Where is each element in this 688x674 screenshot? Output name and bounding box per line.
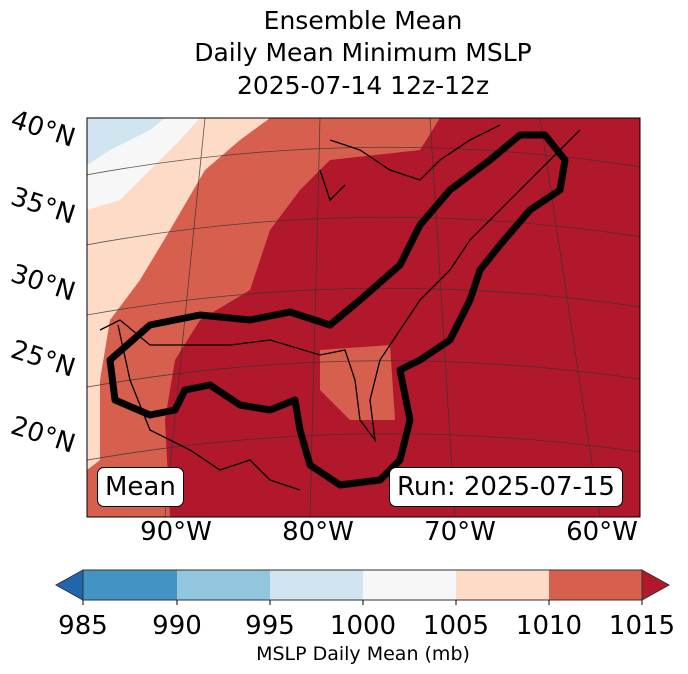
colorbar-bin (83, 570, 177, 600)
run-date-box: Run: 2025-07-15 (389, 467, 623, 507)
field-1005 (87, 118, 270, 470)
lat-label-35: 35°N (7, 182, 79, 231)
colorbar-tick: 1000 (330, 611, 396, 641)
colorbar-tick: 1010 (516, 611, 582, 641)
map-frame (86, 117, 641, 518)
colorbar-bin (270, 570, 363, 600)
field-995 (87, 118, 165, 165)
colorbar-label: MSLP Daily Mean (mb) (256, 643, 470, 665)
colorbar: 985 990 995 1000 1005 1010 1015 MSLP Dai… (54, 569, 675, 665)
lon-label-70: 70°W (424, 517, 496, 547)
title-line-3: 2025-07-14 12z-12z (236, 71, 490, 100)
lat-label-40: 40°N (7, 105, 79, 154)
lat-label-20: 20°N (7, 411, 79, 460)
colorbar-under (54, 569, 84, 601)
colorbar-tick: 1005 (423, 611, 489, 641)
lon-label-80: 80°W (282, 517, 354, 547)
lon-label-60: 60°W (566, 517, 638, 547)
colorbar-bin (363, 570, 456, 600)
ensemble-contour (106, 131, 569, 489)
mean-label-box: Mean (97, 467, 184, 507)
title-line-1: Ensemble Mean (263, 6, 463, 35)
colorbar-tick: 995 (245, 611, 295, 641)
lon-label-90: 90°W (140, 517, 212, 547)
title-line-2: Daily Mean Minimum MSLP (194, 38, 532, 67)
coastlines (99, 124, 581, 491)
field-1010-florida (320, 345, 395, 420)
colorbar-tick: 990 (152, 611, 202, 641)
colorbar-bin (456, 570, 549, 600)
colorbar-over (641, 569, 671, 601)
lat-label-25: 25°N (7, 335, 79, 384)
map-area (87, 118, 640, 517)
colorbar-bin (549, 570, 642, 600)
colorbar-tick: 1015 (609, 611, 675, 641)
lat-label-30: 30°N (7, 259, 79, 308)
colorbar-tick: 985 (58, 611, 108, 641)
colorbar-bin (177, 570, 270, 600)
